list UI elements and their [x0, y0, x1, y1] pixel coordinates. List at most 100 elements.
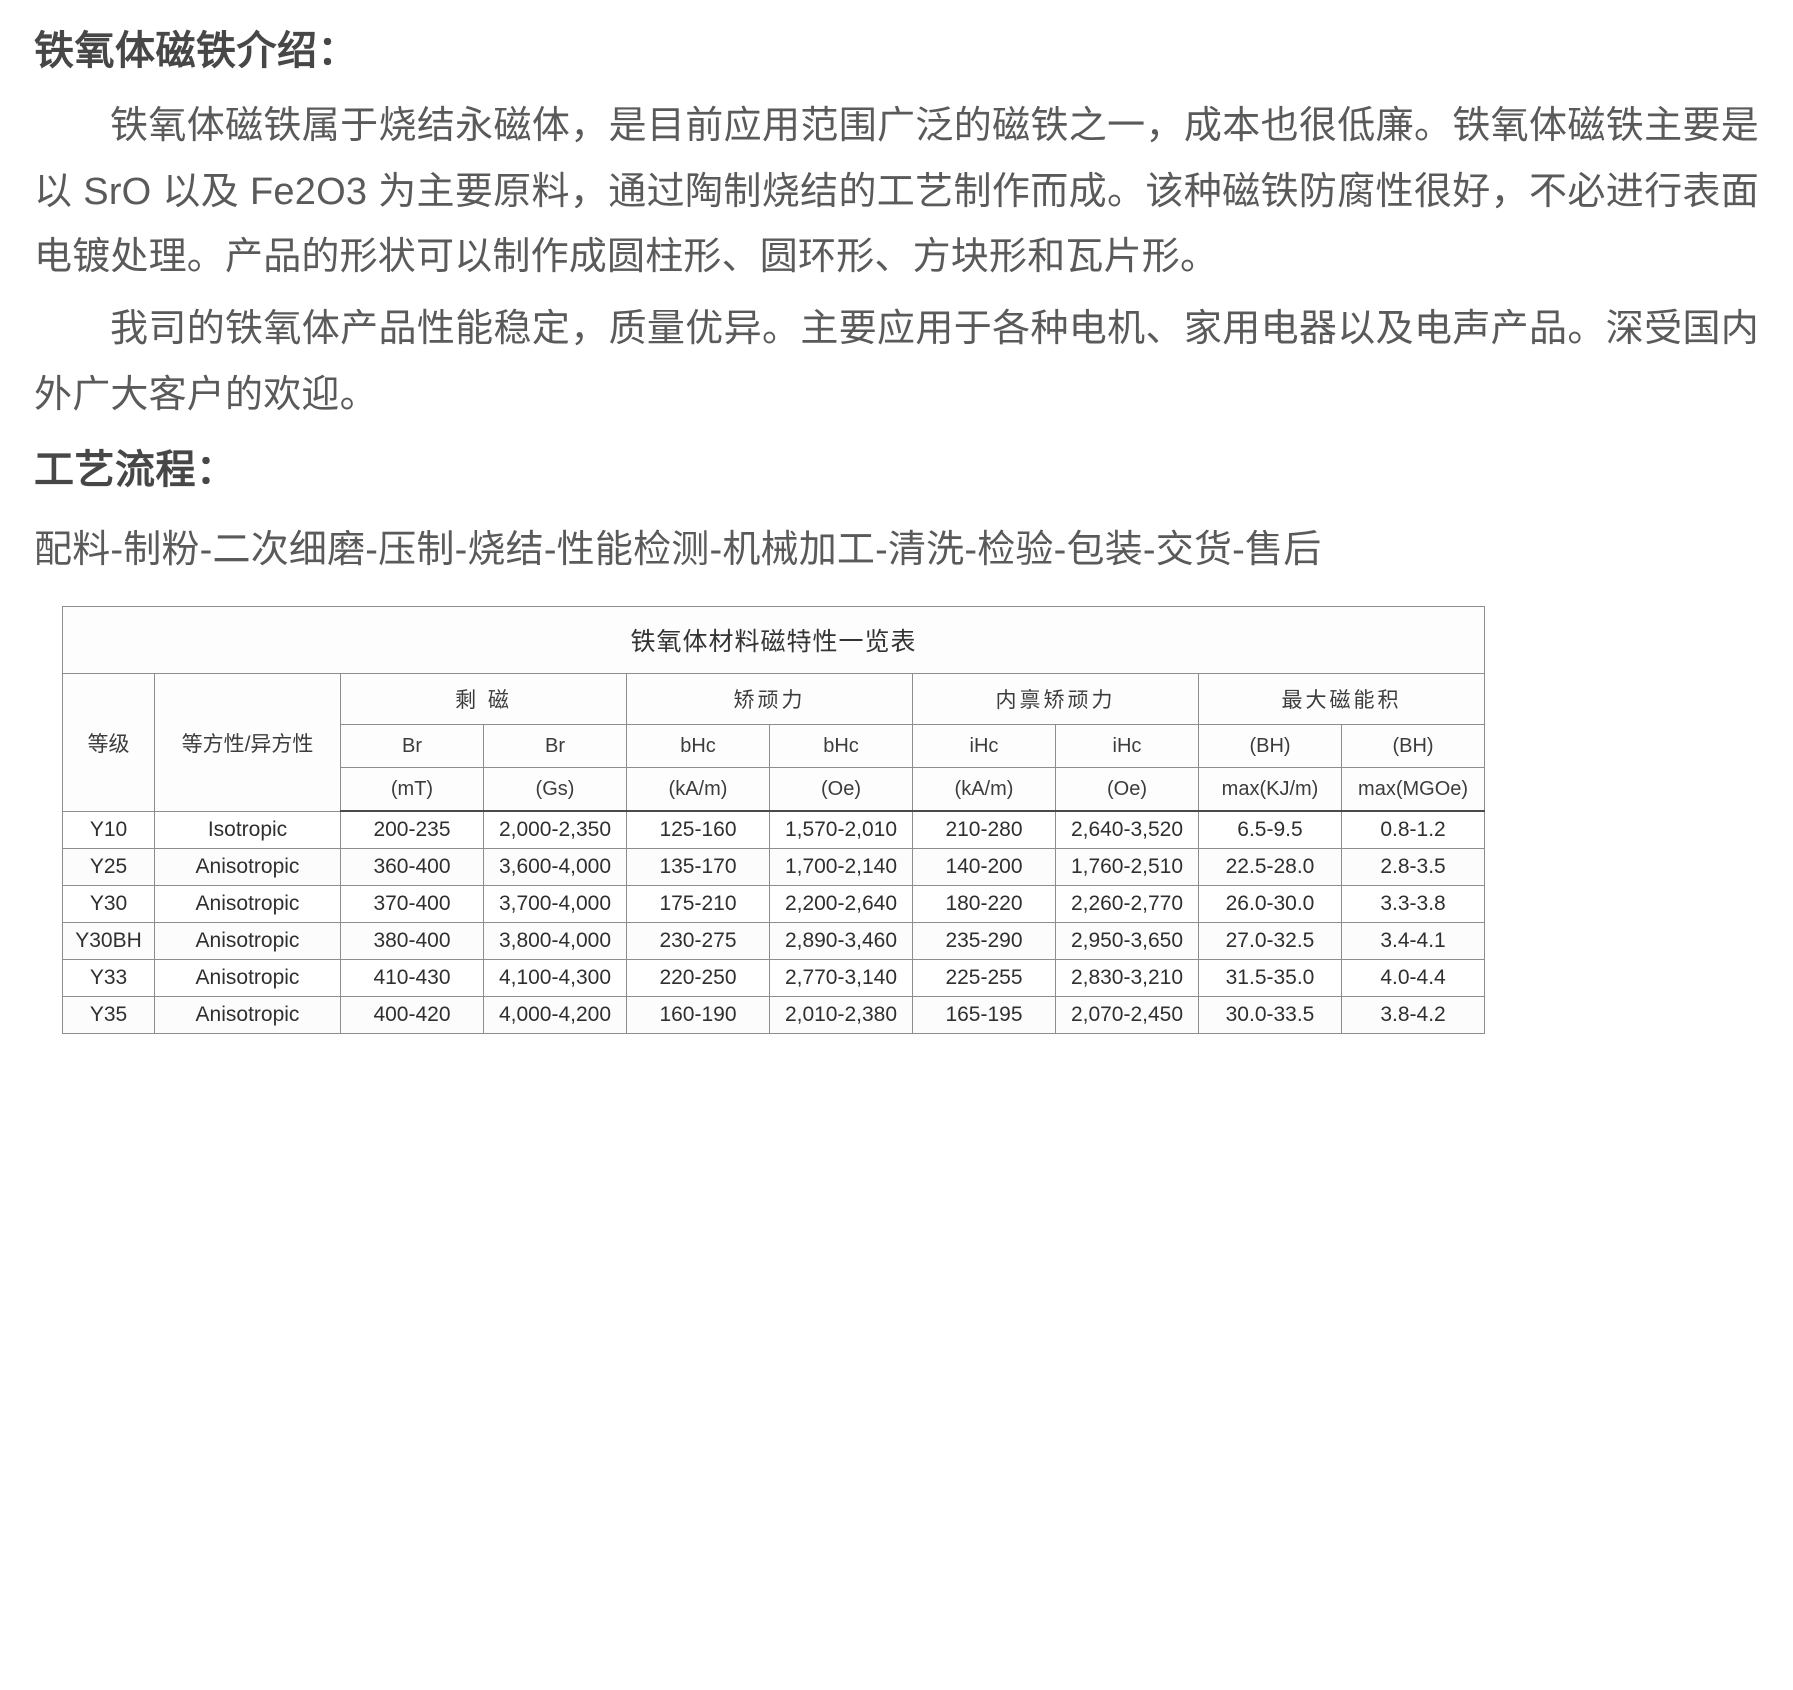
cell-ihc-oe: 1,760-2,510 [1055, 848, 1199, 887]
cell-br-mt: 370-400 [340, 885, 484, 924]
cell-bhc-oe: 2,010-2,380 [769, 996, 913, 1035]
cell-br-gs: 2,000-2,350 [483, 810, 627, 850]
intro-paragraph-2: 我司的铁氧体产品性能稳定，质量优异。主要应用于各种电机、家用电器以及电声产品。深… [34, 308, 1759, 416]
cell-ihc-oe: 2,640-3,520 [1055, 810, 1199, 850]
column-header-isotropy: 等方性/异方性 [154, 673, 341, 812]
sub-header-ihc-oe: iHc [1055, 724, 1199, 769]
cell-isotropy: Isotropic [154, 810, 341, 850]
cell-bh-kjm: 26.0-30.0 [1198, 885, 1342, 924]
ferrite-spec-table: 铁氧体材料磁特性一览表 等级 等方性/异方性 剩 磁 矫顽力 内禀矫顽力 最大磁… [61, 606, 1486, 1035]
cell-isotropy: Anisotropic [154, 996, 341, 1035]
cell-ihc-kam: 235-290 [912, 922, 1056, 961]
intro-paragraph-1: 铁氧体磁铁属于烧结永磁体，是目前应用范围广泛的磁铁之一，成本也很低廉。铁氧体磁铁… [34, 105, 1759, 279]
cell-bhc-kam: 160-190 [626, 996, 770, 1035]
sub-header-ihc-kam: iHc [912, 724, 1056, 769]
cell-br-mt: 410-430 [340, 959, 484, 998]
unit-header-bh-mgoe: max(MGOe) [1340, 767, 1486, 813]
table-title-row: 铁氧体材料磁特性一览表 [61, 606, 1486, 675]
group-header-row: 等级 等方性/异方性 剩 磁 矫顽力 内禀矫顽力 最大磁能积 [62, 673, 1486, 812]
cell-ihc-oe: 2,260-2,770 [1055, 885, 1199, 924]
cell-br-gs: 3,600-4,000 [483, 848, 627, 887]
cell-br-mt: 200-235 [340, 810, 484, 850]
cell-grade: Y10 [62, 810, 155, 850]
cell-br-mt: 360-400 [340, 848, 484, 887]
sub-header-bhc-oe: bHc [769, 724, 913, 769]
table-row: Y35 Anisotropic 400-420 4,000-4,200 160-190 2… [62, 996, 1486, 1035]
sub-header-br-mt: Br [340, 724, 484, 769]
sub-header-bhc-kam: bHc [626, 724, 770, 769]
cell-grade: Y25 [62, 848, 155, 887]
cell-bh-mgoe: 4.0-4.4 [1340, 959, 1486, 998]
cell-ihc-oe: 2,830-3,210 [1055, 959, 1199, 998]
cell-ihc-oe: 2,950-3,650 [1055, 922, 1199, 961]
cell-bhc-oe: 1,700-2,140 [769, 848, 913, 887]
cell-grade: Y30 [62, 885, 155, 924]
column-header-grade: 等级 [62, 673, 155, 812]
cell-bh-kjm: 22.5-28.0 [1198, 848, 1342, 887]
cell-bhc-oe: 2,890-3,460 [769, 922, 913, 961]
spec-table-container: 铁氧体材料磁特性一览表 等级 等方性/异方性 剩 磁 矫顽力 内禀矫顽力 最大磁… [61, 606, 1486, 1035]
cell-br-gs: 4,000-4,200 [483, 996, 627, 1035]
column-group-remanence: 剩 磁 [340, 673, 627, 726]
cell-ihc-kam: 210-280 [912, 810, 1056, 850]
cell-grade: Y33 [62, 959, 155, 998]
process-flow-text: 配料-制粉-二次细磨-压制-烧结-性能检测-机械加工-清洗-检验-包装-交货-售… [34, 528, 1322, 571]
table-row: Y10 Isotropic 200-235 2,000-2,350 125-160 1,5… [62, 810, 1486, 850]
cell-bhc-kam: 175-210 [626, 885, 770, 924]
cell-bhc-oe: 2,200-2,640 [769, 885, 913, 924]
cell-br-gs: 3,700-4,000 [483, 885, 627, 924]
sub-header-row: Br Br bHc bHc iHc iHc (BH) (BH) [63, 724, 1486, 769]
cell-grade: Y30BH [62, 922, 155, 961]
cell-br-mt: 380-400 [340, 922, 484, 961]
unit-header-bh-kjm: max(KJ/m) [1198, 767, 1342, 813]
unit-header-ihc-kam: (kA/m) [912, 767, 1056, 813]
table-row: Y30 Anisotropic 370-400 3,700-4,000 175-210 2… [62, 885, 1486, 924]
unit-header-ihc-oe: (Oe) [1055, 767, 1199, 813]
cell-bhc-kam: 230-275 [626, 922, 770, 961]
cell-bh-mgoe: 3.8-4.2 [1340, 996, 1486, 1035]
unit-header-br-mt: (mT) [340, 767, 484, 813]
cell-bhc-kam: 220-250 [626, 959, 770, 998]
cell-bh-mgoe: 0.8-1.2 [1340, 810, 1486, 850]
cell-ihc-kam: 140-200 [912, 848, 1056, 887]
cell-bh-kjm: 6.5-9.5 [1198, 810, 1342, 850]
cell-bh-kjm: 31.5-35.0 [1198, 959, 1342, 998]
cell-br-mt: 400-420 [340, 996, 484, 1035]
cell-bhc-oe: 2,770-3,140 [769, 959, 913, 998]
column-group-intrinsic-coercivity: 内禀矫顽力 [912, 673, 1199, 726]
cell-bh-kjm: 27.0-32.5 [1198, 922, 1342, 961]
table-row: Y25 Anisotropic 360-400 3,600-4,000 135-170 1… [62, 848, 1486, 887]
cell-bhc-kam: 125-160 [626, 810, 770, 850]
spec-table-body: Y10 Isotropic 200-235 2,000-2,350 125-160 1,5… [62, 810, 1486, 1035]
cell-ihc-kam: 225-255 [912, 959, 1056, 998]
cell-ihc-oe: 2,070-2,450 [1055, 996, 1199, 1035]
cell-bh-mgoe: 2.8-3.5 [1340, 848, 1486, 887]
cell-bhc-oe: 1,570-2,010 [769, 810, 913, 850]
table-title: 铁氧体材料磁特性一览表 [61, 606, 1486, 675]
sub-header-bh-kjm: (BH) [1198, 724, 1342, 769]
sub-header-br-gs: Br [483, 724, 627, 769]
column-group-max-energy-product: 最大磁能积 [1197, 673, 1486, 726]
cell-br-gs: 3,800-4,000 [483, 922, 627, 961]
cell-br-gs: 4,100-4,300 [483, 959, 627, 998]
column-group-coercivity: 矫顽力 [626, 673, 913, 726]
unit-header-br-gs: (Gs) [483, 767, 627, 813]
cell-bh-kjm: 30.0-33.5 [1198, 996, 1342, 1035]
cell-bh-mgoe: 3.3-3.8 [1340, 885, 1486, 924]
cell-ihc-kam: 165-195 [912, 996, 1056, 1035]
sub-header-bh-mgoe: (BH) [1340, 724, 1486, 769]
cell-grade: Y35 [62, 996, 155, 1035]
section-title-process: 工艺流程： [34, 447, 237, 492]
cell-bhc-kam: 135-170 [626, 848, 770, 887]
cell-isotropy: Anisotropic [154, 885, 341, 924]
cell-bh-mgoe: 3.4-4.1 [1340, 922, 1486, 961]
cell-ihc-kam: 180-220 [912, 885, 1056, 924]
unit-header-bhc-kam: (kA/m) [626, 767, 770, 813]
unit-header-row: (mT) (Gs) (kA/m) (Oe) (kA/m) (Oe) max(KJ… [63, 767, 1486, 813]
unit-header-bhc-oe: (Oe) [769, 767, 913, 813]
cell-isotropy: Anisotropic [154, 848, 341, 887]
table-row: Y30BH Anisotropic 380-400 3,800-4,000 230-27… [62, 922, 1486, 961]
cell-isotropy: Anisotropic [154, 922, 341, 961]
page-title-intro: 铁氧体磁铁介绍： [34, 29, 358, 73]
